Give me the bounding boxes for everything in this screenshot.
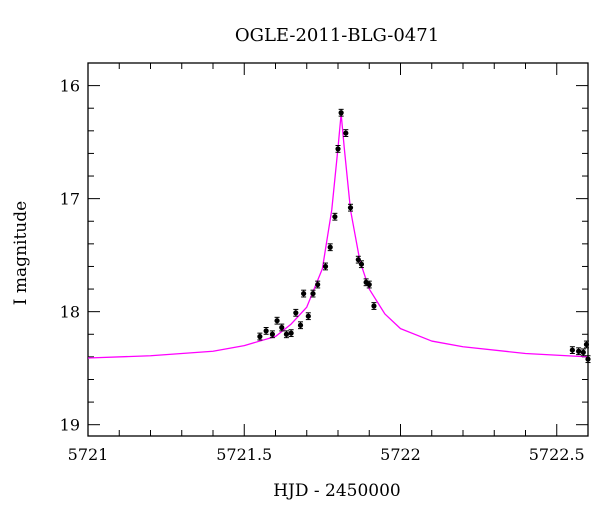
data-point: [347, 205, 354, 211]
data-point: [355, 257, 361, 263]
data-point: [279, 324, 285, 331]
data-point: [569, 347, 575, 353]
data-point: [366, 281, 372, 288]
y-axis-label: I magnitude: [11, 201, 31, 305]
data-point: [343, 130, 349, 136]
y-tick-label: 19: [60, 416, 80, 435]
data-point: [257, 333, 263, 340]
data-point: [263, 328, 269, 334]
data-point: [583, 341, 590, 348]
data-point: [338, 110, 344, 116]
y-tick-label: 17: [60, 190, 80, 209]
data-point: [305, 313, 311, 319]
data-point: [297, 322, 304, 328]
data-point: [301, 290, 307, 297]
x-tick-label: 5721: [68, 445, 109, 464]
x-axis-label: HJD - 2450000: [273, 481, 401, 501]
data-point: [335, 146, 341, 152]
data-point: [332, 214, 338, 220]
data-points: [257, 108, 591, 364]
axis-ticks: [87, 63, 589, 436]
x-tick-label: 5722.5: [529, 445, 585, 464]
data-point: [288, 330, 294, 336]
data-point: [293, 310, 299, 316]
data-point: [283, 331, 290, 337]
data-point: [310, 290, 316, 297]
data-point: [322, 263, 329, 270]
data-point: [358, 261, 365, 267]
data-point: [315, 281, 321, 288]
tick-labels: 5721 5721.5 5722 5722.5 16 17 18 19: [60, 77, 585, 464]
data-point: [274, 318, 280, 324]
data-point: [576, 348, 582, 354]
data-point: [269, 331, 275, 337]
y-tick-label: 16: [60, 77, 80, 96]
data-point: [371, 303, 377, 309]
chart-title: OGLE-2011-BLG-0471: [235, 25, 439, 46]
y-tick-label: 18: [60, 303, 80, 322]
x-tick-label: 5722: [380, 445, 421, 464]
plot-frame: [87, 62, 589, 437]
data-point: [585, 356, 591, 362]
x-tick-label: 5721.5: [216, 445, 272, 464]
data-point: [580, 349, 586, 355]
data-point: [327, 244, 333, 250]
